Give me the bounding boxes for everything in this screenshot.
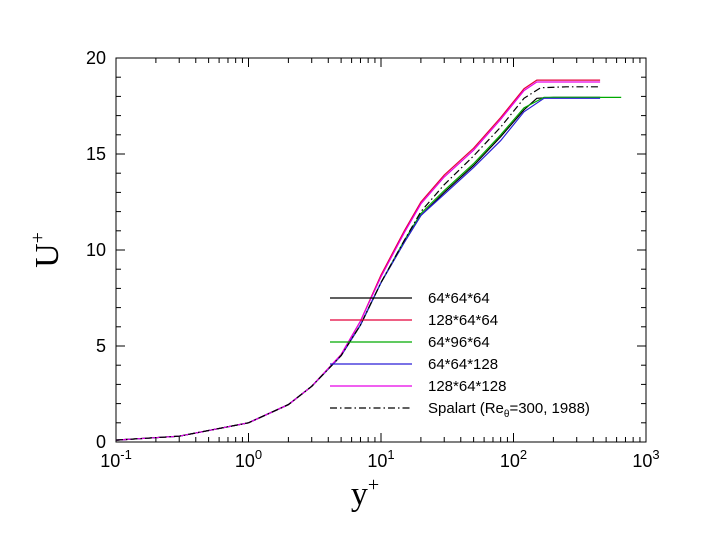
series-line-3 [115,96,622,441]
legend-label-6: Spalart (Reθ=300, 1988) [428,400,590,420]
x-tick-label: 102 [500,447,527,471]
x-tick-label: 100 [235,447,262,471]
y-tick-label: 15 [86,144,106,164]
series-line-1 [115,96,601,441]
x-tick-label: 10-1 [100,447,132,471]
series-line-4 [115,97,601,441]
y-axis-label: U+ [27,232,66,268]
x-tick-label: 103 [632,447,659,471]
x-axis-label: y+ [351,474,379,513]
axis-ticks: 10-1 100 101 102 103 0 5 10 15 20 [86,48,660,471]
y-tick-label: 0 [96,432,106,452]
series-line-6 [115,86,601,441]
legend-label-1: 64*64*64 [428,290,490,307]
y-tick-label: 10 [86,240,106,260]
legend: 64*64*64 128*64*64 64*96*64 64*64*128 128*64… [330,290,590,420]
plot-frame [115,57,647,443]
y-tick-label: 20 [86,48,106,68]
plot-area [115,57,647,443]
legend-label-2: 128*64*64 [428,312,498,329]
series-layer [115,79,622,441]
y-tick-label: 5 [96,336,106,356]
legend-label-3: 64*96*64 [428,334,490,351]
x-tick-label: 101 [367,447,394,471]
legend-label-4: 64*64*128 [428,356,498,373]
legend-label-5: 128*64*128 [428,378,506,395]
